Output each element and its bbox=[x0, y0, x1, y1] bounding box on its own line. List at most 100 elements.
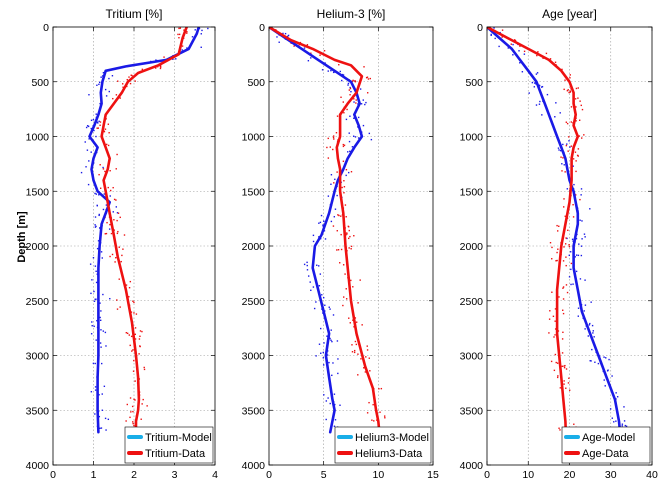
data-point bbox=[350, 90, 352, 93]
data-point bbox=[551, 246, 553, 249]
data-point bbox=[126, 332, 129, 335]
data-point bbox=[344, 204, 347, 206]
data-point bbox=[99, 102, 101, 105]
data-point bbox=[579, 100, 581, 102]
data-point bbox=[103, 130, 106, 133]
data-point bbox=[323, 220, 325, 222]
data-point bbox=[94, 389, 97, 391]
data-point bbox=[336, 249, 338, 251]
data-point bbox=[119, 97, 121, 99]
data-point bbox=[179, 27, 182, 29]
y-tick-label: 3000 bbox=[26, 351, 50, 363]
data-point bbox=[116, 308, 119, 310]
data-point bbox=[139, 330, 142, 332]
data-point bbox=[107, 186, 109, 189]
data-point bbox=[340, 96, 342, 98]
data-point bbox=[536, 54, 538, 57]
data-point bbox=[97, 240, 100, 242]
data-point bbox=[284, 32, 287, 35]
data-point bbox=[102, 168, 105, 170]
data-point bbox=[95, 135, 97, 138]
data-point bbox=[594, 361, 596, 363]
data-point bbox=[562, 206, 565, 208]
data-point bbox=[345, 168, 348, 171]
data-point bbox=[128, 296, 130, 298]
data-point bbox=[343, 180, 345, 182]
data-point bbox=[584, 279, 586, 281]
y-tick-label: 2000 bbox=[242, 241, 266, 253]
data-point bbox=[331, 340, 333, 343]
data-point bbox=[99, 81, 101, 84]
panel-title: Helium-3 [%] bbox=[317, 7, 386, 21]
data-point bbox=[563, 366, 566, 369]
data-point bbox=[88, 138, 90, 140]
data-point bbox=[113, 229, 115, 231]
data-point bbox=[98, 214, 100, 217]
data-point bbox=[347, 151, 349, 153]
data-point bbox=[94, 226, 97, 228]
x-tick-label: 2 bbox=[131, 469, 137, 481]
data-point bbox=[569, 251, 572, 253]
data-point bbox=[604, 385, 606, 387]
data-point bbox=[91, 324, 93, 327]
data-point bbox=[559, 112, 561, 114]
data-point bbox=[563, 383, 565, 385]
data-point bbox=[276, 36, 278, 38]
data-point bbox=[134, 327, 137, 329]
data-point bbox=[354, 81, 357, 83]
data-point bbox=[105, 345, 107, 347]
data-point bbox=[531, 81, 534, 84]
data-point bbox=[369, 77, 371, 80]
data-point bbox=[611, 417, 614, 419]
data-point bbox=[119, 306, 121, 308]
data-point bbox=[378, 388, 380, 390]
data-point bbox=[362, 99, 364, 101]
data-point bbox=[580, 188, 583, 190]
data-point bbox=[571, 238, 574, 241]
data-point bbox=[328, 361, 330, 364]
data-point bbox=[343, 112, 345, 114]
data-point bbox=[100, 76, 102, 78]
data-point bbox=[98, 415, 101, 418]
data-point bbox=[339, 404, 341, 406]
data-point bbox=[332, 135, 335, 137]
data-point bbox=[556, 224, 558, 227]
data-point bbox=[364, 371, 367, 373]
data-point bbox=[278, 41, 280, 43]
data-point bbox=[318, 236, 320, 238]
data-point bbox=[352, 79, 354, 82]
data-point bbox=[123, 234, 126, 236]
data-point bbox=[332, 71, 335, 74]
data-point bbox=[186, 30, 188, 33]
data-point bbox=[336, 115, 339, 117]
data-point bbox=[325, 418, 327, 421]
data-point bbox=[357, 353, 359, 355]
data-point bbox=[584, 236, 586, 238]
data-point bbox=[360, 358, 362, 360]
data-point bbox=[106, 143, 108, 146]
data-point bbox=[352, 286, 354, 288]
data-point bbox=[357, 137, 360, 139]
data-point bbox=[130, 335, 133, 338]
data-point bbox=[573, 423, 575, 425]
data-point bbox=[589, 322, 591, 325]
data-point bbox=[128, 286, 131, 289]
data-point bbox=[172, 58, 174, 60]
data-point bbox=[569, 91, 572, 93]
data-point bbox=[564, 171, 566, 173]
data-point bbox=[572, 165, 574, 167]
data-point bbox=[306, 269, 309, 271]
data-point bbox=[86, 125, 89, 127]
data-point bbox=[99, 302, 101, 304]
data-point bbox=[623, 406, 625, 408]
series-lines bbox=[487, 27, 623, 445]
data-point bbox=[95, 225, 97, 228]
data-point bbox=[312, 240, 315, 243]
data-point bbox=[577, 87, 579, 89]
data-point bbox=[336, 340, 339, 342]
data-point bbox=[494, 37, 496, 40]
x-tick-label: 15 bbox=[427, 469, 439, 481]
data-point bbox=[96, 127, 98, 129]
